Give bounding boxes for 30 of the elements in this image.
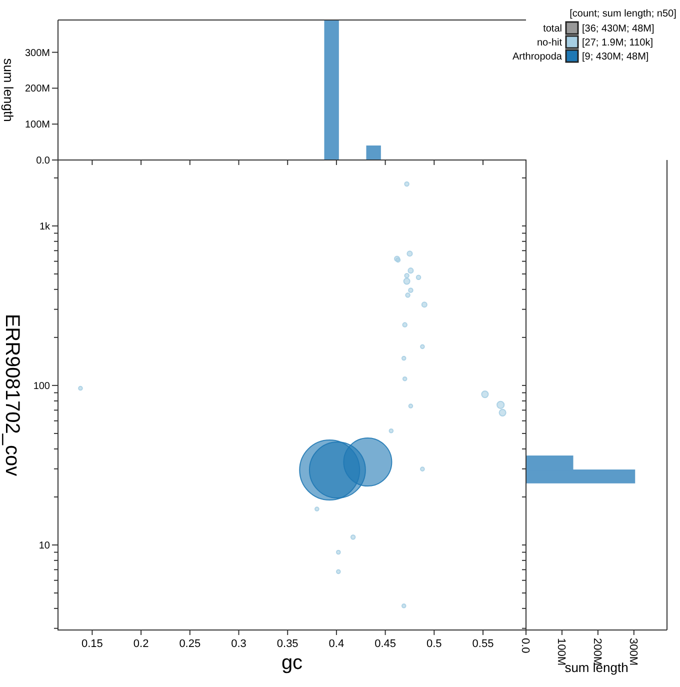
x-axis-title: gc [281,652,303,674]
x-tick-label: 200M [591,638,604,666]
legend-label: no-hit [536,38,562,48]
x-tick-label: 100M [555,638,568,666]
y-tick-label: 1k [39,221,51,232]
x-tick-label: 0.0 [519,638,532,654]
y-tick-label: 100M [24,120,50,131]
x-tick-label: 300M [627,638,640,666]
y-tick-label: 200M [24,84,50,95]
x-tick-label: 0.4 [328,638,344,650]
y-axis-title: sum length [1,58,16,122]
text: [36; 430M; 48M] [582,24,654,34]
x-tick-label: 0.2 [133,638,149,650]
x-tick-label: 0.5 [426,638,442,650]
x-tick-label: 0.45 [374,638,396,650]
legend-label: Arthropoda [512,52,562,62]
legend-label: total [543,24,562,34]
y-axis-title: ERR9081702_cov [1,314,23,476]
x-tick-label: 0.55 [472,638,494,650]
y-tick-label: 100 [33,380,50,392]
legend-title: [count; sum length; n50] [570,8,677,20]
x-tick-label: 0.35 [276,638,298,650]
x-tick-label: 0.25 [179,638,201,650]
y-tick-label: 300M [24,48,50,59]
y-tick-label: 0.0 [36,156,50,166]
text: [27; 1.9M; 110k] [582,38,654,48]
x-tick-label: 0.15 [81,638,103,650]
text: [9; 430M; 48M] [582,52,649,62]
x-tick-label: 0.3 [231,638,246,650]
y-tick-label: 10 [38,540,50,552]
